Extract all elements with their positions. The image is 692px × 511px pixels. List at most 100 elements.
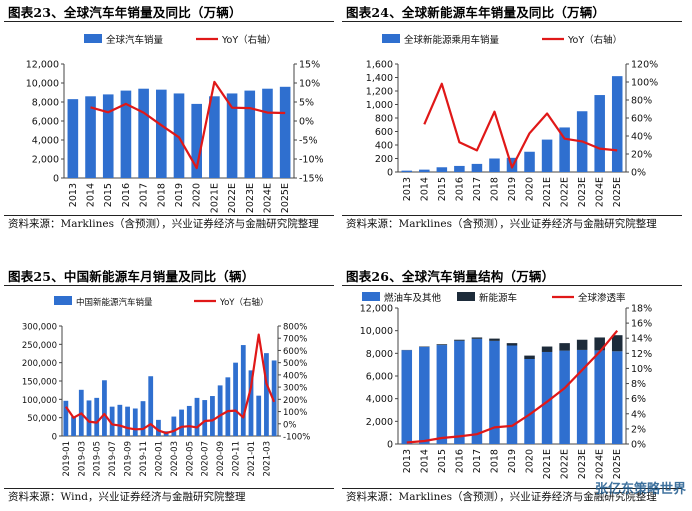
x-tick-label: 2019-03 <box>77 441 87 477</box>
bar <box>173 93 185 178</box>
legend-swatch-bar <box>457 292 475 301</box>
y2-tick-label: 2% <box>631 424 646 435</box>
y2-tick-label: 5% <box>299 98 314 109</box>
x-tick-label: 2020-07 <box>201 441 211 477</box>
bar <box>436 167 448 172</box>
bar-nev <box>576 339 588 350</box>
x-tick-label: 2021-03 <box>262 441 272 477</box>
y-tick-label: 4,000 <box>366 394 393 405</box>
bar <box>248 370 254 436</box>
x-tick-label: 2016 <box>454 177 465 201</box>
x-tick-label: 2020 <box>525 449 536 473</box>
y-tick-label: 50,000 <box>27 414 57 424</box>
x-tick-label: 2014 <box>419 449 430 473</box>
title-rule <box>4 21 334 22</box>
bar-ice <box>454 340 465 444</box>
y2-tick-label: 100% <box>283 408 307 418</box>
bar <box>256 395 262 436</box>
source-rule <box>4 488 334 489</box>
y2-tick-label: 600% <box>283 347 307 357</box>
x-tick-label: 2013 <box>68 183 79 207</box>
chart-c25: 0 50,000 100,000 150,000 200,000 250,000 300,0… <box>22 296 310 477</box>
legend-label: 燃油车及其他 <box>384 292 442 304</box>
bar <box>109 406 115 436</box>
y2-tick-label: 14% <box>631 334 652 345</box>
bar <box>138 88 149 178</box>
x-tick-label: 2024E <box>262 183 273 213</box>
bar <box>171 416 177 436</box>
panel-chart-23: 图表23、全球汽车年销量及同比（万辆） 0 2,000 4,000 6,000 8,00… <box>4 2 340 252</box>
bar <box>262 88 273 178</box>
x-tick-label: 2025E <box>612 177 623 207</box>
y2-tick-label: -10% <box>299 155 324 166</box>
y-tick-label: 1,000 <box>366 100 393 111</box>
bar-nev <box>454 339 465 341</box>
bar <box>63 400 69 436</box>
y-tick-label: 2,000 <box>32 155 59 166</box>
x-tick-label: 2023E <box>245 183 256 213</box>
y-tick-label: 250,000 <box>22 341 57 351</box>
legend-swatch-bar <box>54 296 72 305</box>
bar <box>86 400 92 436</box>
legend-label: 中国新能源汽车销量 <box>76 297 153 308</box>
y2-tick-label: 0% <box>299 117 314 128</box>
y2-tick-label: 60% <box>631 114 652 125</box>
bar-nev <box>559 343 570 351</box>
x-tick-label: 2019 <box>507 449 518 473</box>
bar <box>541 139 553 172</box>
y2-tick-label: 40% <box>631 132 652 143</box>
x-tick-label: 2022E <box>560 449 571 479</box>
bar-nev <box>524 355 535 359</box>
bar-ice <box>419 346 430 444</box>
x-tick-label: 2021-01 <box>247 441 257 477</box>
y2-tick-label: 10% <box>299 79 320 90</box>
y-tick-label: 12,000 <box>26 60 59 71</box>
y-tick-label: 8,000 <box>32 98 59 109</box>
source-rule <box>342 215 682 216</box>
y2-tick-label: 6% <box>631 394 646 405</box>
y2-tick-label: 4% <box>631 409 646 420</box>
legend-swatch-bar <box>382 34 400 43</box>
chart-title: 图表26、全球汽车销量结构（万辆） <box>346 269 555 284</box>
y2-tick-label: 100% <box>631 78 658 89</box>
bar <box>67 99 79 178</box>
bar-ice <box>436 345 448 444</box>
x-tick-label: 2017 <box>472 449 483 473</box>
bar-nev <box>594 337 605 351</box>
panel-chart-26: 图表26、全球汽车销量结构（万辆） 0 2,000 4,000 6,000 8,000 1… <box>342 266 690 511</box>
bar <box>94 397 100 436</box>
y-tick-label: 10,000 <box>26 79 59 90</box>
bar <box>489 158 500 172</box>
yoy-line <box>64 333 276 435</box>
y-tick-label: 600 <box>375 127 393 138</box>
bar <box>202 400 208 436</box>
y2-tick-label: 0% <box>631 168 646 179</box>
legend-swatch-bar <box>362 292 380 301</box>
x-tick-label: 2019-07 <box>108 441 118 477</box>
y-tick-label: 0 <box>53 174 59 185</box>
x-tick-label: 2022E <box>560 177 571 207</box>
x-tick-label: 2024E <box>595 449 606 479</box>
bar-ice <box>506 345 518 444</box>
x-tick-label: 2023E <box>577 449 588 479</box>
bar <box>419 169 430 172</box>
y-tick-label: 1,400 <box>366 73 393 84</box>
y2-tick-label: 16% <box>631 319 652 330</box>
bar <box>279 86 291 178</box>
chart-source: 资料来源：Marklines（含预测），兴业证券经济与金融研究院整理 <box>8 218 319 230</box>
x-tick-label: 2019 <box>174 183 185 207</box>
legend-label: YoY（右轴） <box>567 34 622 46</box>
x-tick-label: 2018 <box>156 183 167 207</box>
y2-tick-label: 8% <box>631 379 646 390</box>
yoy-line <box>406 329 619 444</box>
x-tick-label: 2020-05 <box>185 441 195 477</box>
x-tick-label: 2015 <box>437 177 448 201</box>
bar <box>244 90 256 178</box>
y-tick-label: 200,000 <box>22 359 57 369</box>
bar <box>102 94 114 178</box>
y-tick-label: 2,000 <box>366 417 393 428</box>
y-tick-label: 0 <box>52 433 57 443</box>
legend-label: 新能源车 <box>479 292 517 304</box>
x-tick-label: 2019-09 <box>124 441 134 477</box>
bar <box>611 76 623 172</box>
